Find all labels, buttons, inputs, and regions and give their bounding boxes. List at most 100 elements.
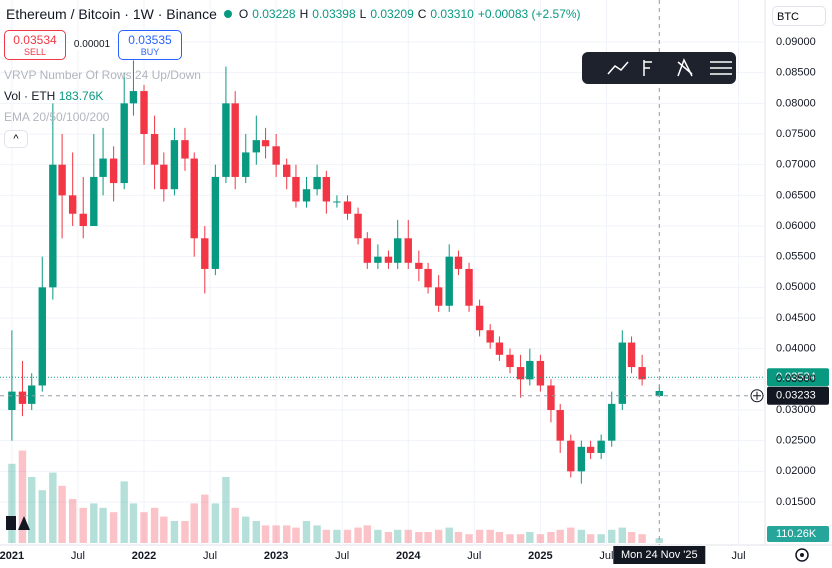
volume-bar: [627, 532, 636, 543]
add-alert-plus: [753, 391, 761, 400]
candle-body: [384, 256, 393, 263]
candle-body: [272, 146, 280, 165]
toolbar-icon[interactable]: [607, 61, 629, 75]
y-tick-label: 0.06500: [776, 189, 816, 201]
x-tick-label: Jul: [732, 550, 746, 562]
settings-icon[interactable]: [795, 548, 809, 562]
volume-bar: [109, 512, 118, 543]
candle-body: [586, 446, 595, 453]
volume-bar: [8, 463, 16, 543]
drawing-toolbar: [582, 52, 736, 84]
volume-bar: [28, 477, 36, 543]
candle-body: [608, 403, 616, 441]
candle-body: [302, 189, 311, 202]
volume-bar: [618, 527, 627, 543]
toolbar-icon[interactable]: [643, 60, 652, 76]
candle-body: [38, 287, 46, 386]
ohlc-label: L: [359, 7, 367, 21]
tv-logo: [6, 516, 30, 530]
candle-body: [506, 354, 514, 368]
volume-bar: [655, 538, 663, 543]
candle-body: [313, 176, 321, 190]
volume-bar: [242, 516, 250, 543]
y-tick-label: 0.01500: [776, 496, 816, 508]
volume-bar: [516, 534, 525, 543]
indicator-vrvp[interactable]: VRVP Number Of Rows 24 Up/Down: [4, 68, 201, 82]
volume-bar: [475, 529, 484, 543]
candle-body: [597, 440, 605, 453]
volume-bar: [638, 534, 646, 543]
candles: [8, 60, 663, 484]
buy-price: 0.03535: [128, 33, 172, 47]
x-tick-label: 2023: [264, 550, 288, 562]
indicator-ema[interactable]: EMA 20/50/100/200: [4, 110, 110, 124]
volume-bar: [454, 532, 463, 543]
volume-bar: [404, 529, 412, 543]
currency[interactable]: BTC: [772, 6, 826, 26]
candle-body: [79, 213, 87, 227]
volume-bar: [261, 525, 270, 543]
symbol-title: Ethereum / Bitcoin · 1W · Binance: [6, 6, 217, 22]
volume-pane: [8, 450, 663, 543]
y-tick-label: 0.07000: [776, 159, 816, 171]
volume-bar: [536, 534, 545, 543]
overlay: 0.03534 0.03233 110.26K: [0, 0, 829, 545]
candle-body: [445, 256, 453, 306]
candle-body: [354, 213, 362, 239]
toolbar-icon[interactable]: [710, 61, 732, 75]
candle-body: [58, 164, 66, 196]
x-tick-label: Jul: [467, 550, 481, 562]
volume-bar: [313, 525, 321, 543]
volume-bar: [79, 507, 87, 543]
candle-body: [252, 140, 261, 153]
spread: 0.00001: [70, 39, 114, 50]
candle-body: [242, 152, 250, 177]
candle-body: [424, 268, 432, 288]
volume-bar: [424, 532, 432, 543]
crosshair-date-label: Mon 24 Nov '25: [621, 549, 698, 561]
last-price-label: 0.03534: [776, 371, 816, 383]
crosshair-price-box: [767, 386, 829, 405]
volume-bar: [18, 450, 27, 543]
volume-bar: [68, 499, 77, 543]
indicator-vol[interactable]: Vol · ETH 183.76K: [4, 89, 103, 103]
volume-bar: [363, 525, 372, 543]
candle-body: [434, 287, 443, 306]
candle-body: [18, 391, 27, 404]
candle-body: [393, 238, 402, 263]
volume-bar: [608, 529, 616, 543]
x-tick-label: Jul: [203, 550, 217, 562]
collapse-button[interactable]: ^: [4, 130, 28, 148]
candle-body: [49, 164, 57, 288]
volume-label: 110.26K: [776, 528, 817, 540]
candle-body: [556, 410, 564, 441]
buy-button[interactable]: 0.03535 BUY: [118, 30, 182, 60]
candle-body: [160, 164, 168, 190]
volume-bar: [49, 472, 57, 543]
volume-label-box: [767, 526, 829, 542]
x-tick-label: 2021: [0, 550, 24, 562]
header: Ethereum / Bitcoin · 1W · Binance O 0.032…: [6, 6, 581, 22]
x-tick-label: Jul: [599, 550, 613, 562]
toolbar-icon[interactable]: [677, 58, 693, 77]
candle-body: [627, 342, 636, 368]
y-tick-label: 0.03500: [776, 373, 816, 385]
sell-button[interactable]: 0.03534 SELL: [4, 30, 66, 60]
volume-bar: [231, 507, 239, 543]
volume-bar: [445, 527, 453, 543]
candle-body: [222, 103, 230, 177]
y-tick-label: 0.02500: [776, 435, 816, 447]
candle-body: [283, 164, 291, 177]
volume-bar: [343, 529, 352, 543]
candle-body: [374, 256, 382, 263]
candle-body: [577, 446, 586, 472]
volume-bar: [374, 529, 382, 543]
volume-bar: [393, 529, 402, 543]
volume-bar: [322, 529, 331, 543]
candle-body: [28, 385, 36, 404]
volume-bar: [506, 534, 514, 543]
candle-body: [201, 238, 209, 269]
y-tick-label: 0.05000: [776, 281, 816, 293]
volume-bar: [333, 529, 341, 543]
